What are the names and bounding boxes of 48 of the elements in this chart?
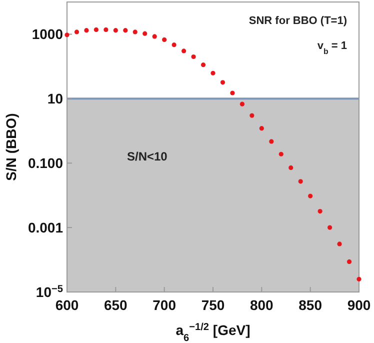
point [182, 48, 186, 54]
point [318, 208, 322, 214]
point [123, 28, 128, 33]
y-tick-label: 0.001 [28, 220, 64, 236]
x-axis-title: a$_{6}$$^{−1/2}$ [GeV] [176, 322, 250, 343]
y-tick-label: 1000 [32, 26, 64, 42]
point [356, 276, 362, 282]
point [259, 126, 264, 131]
x-tick-label: 900 [347, 297, 371, 313]
point [298, 179, 303, 184]
point [172, 42, 176, 48]
annotation: v$_{b}$ = 1 [317, 40, 347, 56]
point [328, 225, 332, 230]
point [64, 32, 70, 38]
point [210, 70, 216, 76]
point [337, 242, 342, 246]
x-tick-label: 750 [201, 297, 225, 313]
point [278, 152, 284, 156]
point [288, 165, 294, 170]
point [142, 31, 148, 36]
point [200, 62, 206, 68]
band-label: S/N<10 [127, 150, 168, 164]
x-tick-label: 850 [298, 297, 322, 313]
y-tick-label: 10$^{−5}$ [36, 284, 64, 300]
y-tick-label: 0.100 [28, 155, 64, 172]
x-tick-label: 600 [55, 297, 79, 313]
x-tick-label: 700 [152, 297, 176, 313]
y-axis-title: S/N (BBO) [3, 113, 19, 181]
point [162, 37, 167, 42]
point [84, 28, 89, 33]
point [240, 102, 244, 106]
point [250, 113, 254, 118]
point [104, 27, 108, 32]
x-tick-label: 650 [104, 297, 128, 313]
y-tick-label: 10 [47, 90, 64, 107]
point [152, 34, 157, 39]
point [132, 30, 138, 34]
point [230, 90, 235, 96]
point [191, 54, 196, 60]
point [113, 28, 118, 33]
annotation: SNR for BBO (T=1) [248, 15, 348, 27]
point [94, 27, 98, 32]
point [269, 139, 274, 144]
point [308, 194, 313, 198]
x-tick-label: 800 [250, 297, 274, 313]
point [346, 259, 352, 264]
point [220, 80, 226, 85]
point [74, 30, 80, 34]
